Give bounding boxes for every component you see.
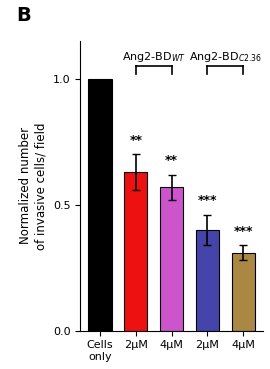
Bar: [124, 172, 147, 331]
Y-axis label: Normalized number
of invasive cells/ field: Normalized number of invasive cells/ fie…: [19, 122, 47, 250]
Text: ***: ***: [233, 224, 253, 238]
Bar: [231, 253, 255, 331]
Text: **: **: [129, 134, 142, 147]
Text: Ang2-BD$_{C2.36}$: Ang2-BD$_{C2.36}$: [188, 50, 262, 64]
Text: **: **: [165, 154, 178, 167]
Text: ***: ***: [198, 194, 217, 207]
Text: Ang2-BD$_{WT}$: Ang2-BD$_{WT}$: [122, 50, 186, 64]
Bar: [160, 187, 183, 331]
Bar: [89, 79, 112, 331]
Bar: [196, 230, 219, 331]
Text: B: B: [16, 6, 31, 25]
